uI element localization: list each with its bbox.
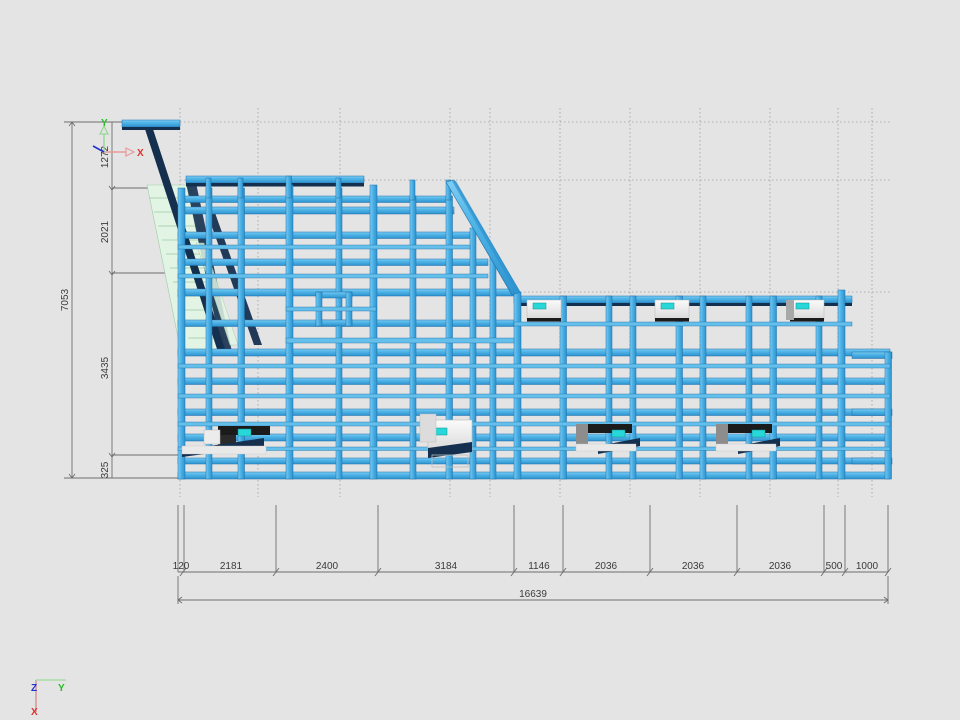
equipment-units bbox=[181, 299, 825, 468]
vertical-dimension-chain bbox=[64, 121, 180, 479]
model-axis-x-label: X bbox=[137, 148, 144, 159]
vertical-seg-3435: 3435 bbox=[100, 356, 111, 379]
hdim-3184: 3184 bbox=[435, 561, 458, 572]
vertical-total-label: 7053 bbox=[60, 288, 71, 311]
hdim-2400: 2400 bbox=[316, 561, 339, 572]
hdim-2181: 2181 bbox=[220, 561, 243, 572]
equipment-panel-mid bbox=[419, 413, 437, 443]
model-axis-y-label: Y bbox=[101, 118, 108, 129]
equipment-machine-lower-1 bbox=[575, 424, 640, 454]
sloping-rafter bbox=[445, 179, 521, 296]
vertical-seg-1272: 1272 bbox=[100, 145, 111, 168]
equipment-box-upper-1 bbox=[526, 299, 562, 322]
secondary-beams bbox=[177, 244, 891, 451]
view-axis-y-label: Y bbox=[58, 683, 65, 694]
model-axis-triad: X Y bbox=[92, 118, 144, 159]
hdim-2036-a: 2036 bbox=[595, 561, 618, 572]
hdim-1146: 1146 bbox=[528, 561, 550, 572]
equipment-machine-lower-2 bbox=[715, 424, 780, 454]
view-axis-x-label: X bbox=[31, 707, 38, 718]
equipment-machine-lower-left bbox=[181, 426, 270, 457]
horizontal-dimension-chain bbox=[177, 505, 892, 604]
hdim-500: 500 bbox=[826, 561, 843, 572]
vertical-dimension-labels: 7053 1272 2021 3435 325 bbox=[60, 145, 111, 478]
hdim-total: 16639 bbox=[519, 589, 547, 600]
roof-ridge-beam bbox=[185, 175, 365, 187]
view-axis-triad: Z Y X bbox=[31, 679, 66, 718]
vertical-seg-325: 325 bbox=[100, 461, 111, 478]
vertical-columns bbox=[177, 175, 892, 480]
view-axis-z-label: Z bbox=[31, 683, 37, 694]
horizontal-dimension-labels: 120 2181 2400 3184 1146 2036 2036 2036 5… bbox=[173, 561, 879, 600]
equipment-box-upper-2 bbox=[654, 299, 690, 322]
hdim-2036-c: 2036 bbox=[769, 561, 792, 572]
equipment-box-upper-3 bbox=[786, 299, 825, 322]
steel-frame bbox=[177, 175, 893, 480]
hdim-2036-b: 2036 bbox=[682, 561, 705, 572]
hdim-120: 120 bbox=[173, 561, 190, 572]
vertical-seg-2021: 2021 bbox=[100, 220, 111, 243]
hdim-1000: 1000 bbox=[856, 561, 879, 572]
